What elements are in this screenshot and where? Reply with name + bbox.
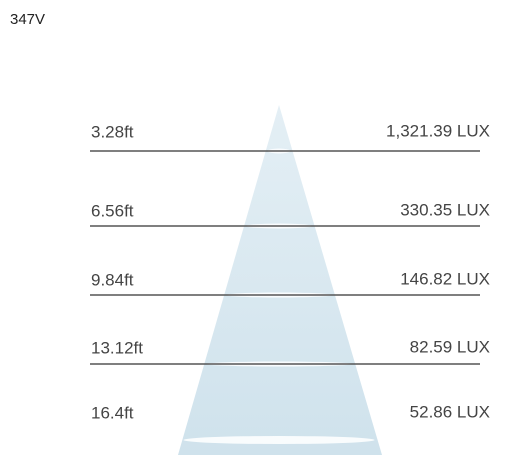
lux-label: 146.82 LUX — [400, 269, 490, 288]
distance-label: 16.4ft — [91, 403, 134, 422]
lux-label: 1,321.39 LUX — [386, 121, 490, 140]
distance-label: 6.56ft — [91, 201, 134, 220]
distance-label: 13.12ft — [91, 338, 143, 357]
lux-label: 330.35 LUX — [400, 200, 490, 219]
distance-label: 9.84ft — [91, 270, 134, 289]
beam-ring — [183, 436, 375, 444]
light-cone — [178, 105, 382, 455]
lux-label: 82.59 LUX — [410, 337, 490, 356]
rows: 3.28ft 1,321.39 LUX 6.56ft 330.35 LUX 9.84ft… — [90, 121, 490, 444]
distance-label: 3.28ft — [91, 122, 134, 141]
lux-label: 52.86 LUX — [410, 402, 490, 421]
title: 347V — [10, 11, 45, 28]
